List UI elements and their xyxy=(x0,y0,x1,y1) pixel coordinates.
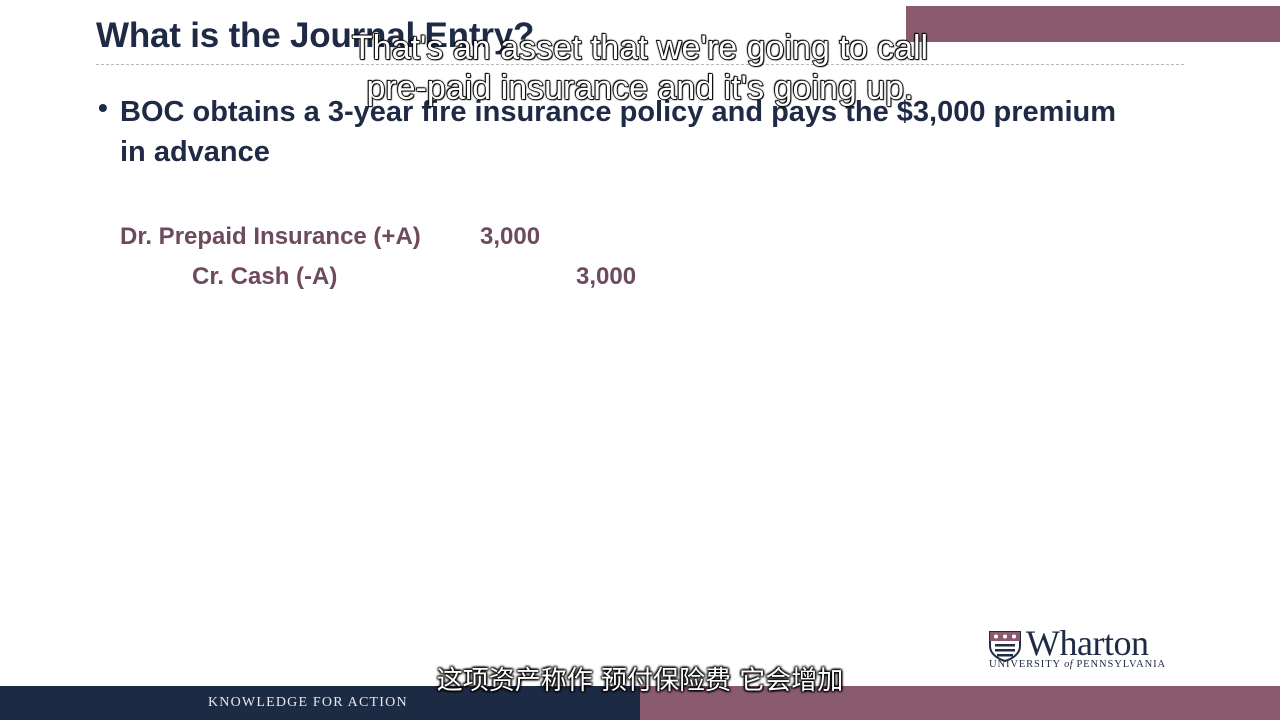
footer-accent-bar xyxy=(640,686,1280,720)
penn-shield-icon xyxy=(989,631,1021,662)
slide-title: What is the Journal Entry? xyxy=(96,16,535,55)
corner-accent-block xyxy=(906,6,1280,42)
bullet-marker: • xyxy=(98,92,108,123)
english-subtitle: That's an asset that we're going to call… xyxy=(240,28,1040,108)
english-subtitle-line-1: That's an asset that we're going to call xyxy=(351,28,929,68)
footer-tagline: KNOWLEDGE FOR ACTION xyxy=(208,695,408,710)
chinese-subtitle: 这项资产称作 预付保险费 它会增加 xyxy=(436,666,844,696)
wharton-logo: Wharton UNIVERSITY of PENNSYLVANIA xyxy=(988,623,1192,672)
logo-subtitle: UNIVERSITY of PENNSYLVANIA xyxy=(989,659,1167,670)
bullet-text: BOC obtains a 3-year fire insurance poli… xyxy=(120,96,1117,168)
logo-wordmark: Wharton xyxy=(1026,623,1149,663)
debit-amount: 3,000 xyxy=(480,223,541,250)
english-subtitle-line-2: pre-paid insurance and it's going up. xyxy=(366,68,915,108)
footer-bar: KNOWLEDGE FOR ACTION xyxy=(0,686,640,720)
title-divider xyxy=(96,64,1184,65)
credit-account: Cr. Cash (-A) xyxy=(192,263,338,290)
credit-amount: 3,000 xyxy=(576,263,637,290)
debit-account: Dr. Prepaid Insurance (+A) xyxy=(120,223,421,250)
